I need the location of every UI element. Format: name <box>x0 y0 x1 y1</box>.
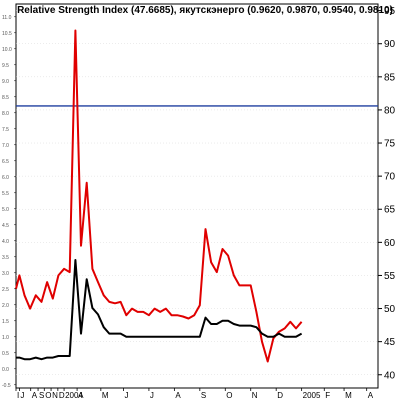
x-tick-label: I <box>17 391 19 400</box>
plot-frame <box>15 3 379 389</box>
right-tick-label: 85 <box>384 72 396 83</box>
left-tick-label: 0.0 <box>2 367 9 373</box>
right-tick-label: 75 <box>384 139 396 150</box>
left-tick-label: 3.5 <box>2 255 9 261</box>
series-line-red <box>15 29 303 363</box>
x-tick-label: N <box>52 391 58 400</box>
x-tick-label: A <box>368 391 374 400</box>
right-tick-label: 80 <box>384 105 396 116</box>
x-tick-label: M <box>345 391 352 400</box>
left-tick-label: 1.5 <box>2 319 9 325</box>
x-tick-label: D <box>277 391 283 400</box>
x-tick-label: S <box>39 391 44 400</box>
series-layer <box>15 29 303 363</box>
left-tick-label: 11.0 <box>2 15 12 21</box>
x-tick-label: M <box>102 391 109 400</box>
right-tick-label: 95 <box>384 6 396 17</box>
x-tick-label: O <box>226 391 232 400</box>
left-tick-label: 8.0 <box>2 111 9 117</box>
right-tick-label: 55 <box>384 271 396 282</box>
right-tick-label: 70 <box>384 172 396 183</box>
x-tick-label: F <box>325 391 330 400</box>
x-tick-label: 2004 <box>65 391 83 400</box>
left-tick-label: -0.5 <box>2 383 11 389</box>
right-tick-label: 65 <box>384 205 396 216</box>
left-tick-label: 5.0 <box>2 207 9 213</box>
x-tick-label: J <box>124 391 128 400</box>
right-tick-label: 40 <box>384 370 396 381</box>
right-tick-label: 90 <box>384 39 396 50</box>
left-axis: 11.0 10.5 10.0 9.5 9.0 8.5 8.0 7.5 7.0 6.5 6.0 5.5 5… <box>2 15 16 389</box>
left-tick-label: 6.5 <box>2 159 9 165</box>
left-tick-label: 7.5 <box>2 127 9 133</box>
left-tick-label: 1.0 <box>2 335 9 341</box>
left-tick-label: 7.0 <box>2 143 9 149</box>
x-tick-label: 2005 <box>303 391 321 400</box>
right-tick-label: 60 <box>384 238 396 249</box>
right-axis: 95 90 85 80 75 70 65 60 55 50 45 40 <box>378 6 396 381</box>
left-tick-label: 3.0 <box>2 271 9 277</box>
chart-title: Relative Strength Index (47.6685), якутс… <box>17 5 393 16</box>
right-tick-label: 45 <box>384 337 396 348</box>
x-tick-label: D <box>59 391 65 400</box>
left-tick-label: 9.5 <box>2 63 9 69</box>
series-line-black <box>16 259 303 361</box>
x-tick-label: A <box>78 391 84 400</box>
x-tick-label: N <box>252 391 258 400</box>
x-tick-label: O <box>45 391 51 400</box>
x-tick-label: S <box>201 391 206 400</box>
x-tick-label: A <box>175 391 181 400</box>
left-tick-label: 5.5 <box>2 191 9 197</box>
x-tick-label: A <box>32 391 38 400</box>
left-tick-label: 9.0 <box>2 79 9 85</box>
left-tick-label: 4.5 <box>2 223 9 229</box>
left-tick-label: 6.0 <box>2 175 9 181</box>
left-tick-label: 0.5 <box>2 351 9 357</box>
x-tick-label: J <box>150 391 154 400</box>
left-tick-label: 10.0 <box>2 47 12 53</box>
x-tick-label: J <box>20 391 24 400</box>
left-tick-label: 2.5 <box>2 287 9 293</box>
left-tick-label: 4.0 <box>2 239 9 245</box>
right-tick-label: 50 <box>384 304 396 315</box>
left-tick-label: 8.5 <box>2 95 9 101</box>
left-tick-label: 10.5 <box>2 31 12 37</box>
left-tick-label: 2.0 <box>2 303 9 309</box>
